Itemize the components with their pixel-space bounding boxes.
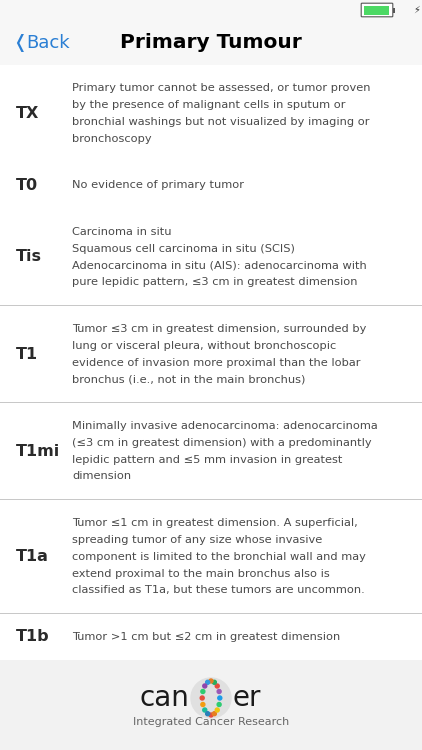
Text: Primary Tumour: Primary Tumour — [120, 33, 302, 52]
Bar — [0, 403, 422, 500]
Circle shape — [212, 712, 216, 716]
Text: can: can — [139, 684, 189, 712]
Text: by the presence of malignant cells in sputum or: by the presence of malignant cells in sp… — [72, 100, 346, 110]
Text: evidence of invasion more proximal than the lobar: evidence of invasion more proximal than … — [72, 358, 360, 368]
Circle shape — [206, 712, 210, 716]
Circle shape — [206, 680, 210, 684]
Bar — [0, 162, 422, 209]
Text: pure lepidic pattern, ≤3 cm in greatest dimension: pure lepidic pattern, ≤3 cm in greatest … — [72, 278, 357, 287]
Text: bronchial washings but not visualized by imaging or: bronchial washings but not visualized by… — [72, 117, 370, 127]
Circle shape — [215, 708, 219, 712]
Text: Squamous cell carcinoma in situ (SCIS): Squamous cell carcinoma in situ (SCIS) — [72, 244, 295, 254]
Text: Tumor ≤1 cm in greatest dimension. A superficial,: Tumor ≤1 cm in greatest dimension. A sup… — [72, 518, 358, 528]
Text: Tis: Tis — [16, 250, 42, 265]
Bar — [0, 614, 422, 660]
Text: Minimally invasive adenocarcinoma: adenocarcinoma: Minimally invasive adenocarcinoma: adeno… — [72, 421, 378, 430]
Text: component is limited to the bronchial wall and may: component is limited to the bronchial wa… — [72, 552, 366, 562]
Text: lung or visceral pleura, without bronchoscopic: lung or visceral pleura, without broncho… — [72, 340, 336, 350]
FancyBboxPatch shape — [361, 3, 393, 16]
Bar — [392, 8, 395, 13]
Circle shape — [212, 680, 216, 684]
Bar — [0, 209, 422, 305]
Text: T1mi: T1mi — [16, 443, 60, 458]
Text: spreading tumor of any size whose invasive: spreading tumor of any size whose invasi… — [72, 535, 322, 544]
Text: Carcinoma in situ: Carcinoma in situ — [72, 226, 171, 236]
Text: T1b: T1b — [16, 629, 50, 644]
Text: Tumor >1 cm but ≤2 cm in greatest dimension: Tumor >1 cm but ≤2 cm in greatest dimens… — [72, 632, 340, 642]
Text: T1: T1 — [16, 346, 38, 362]
Text: extend proximal to the main bronchus also is: extend proximal to the main bronchus als… — [72, 568, 330, 578]
Circle shape — [200, 696, 204, 700]
Circle shape — [203, 708, 207, 712]
Text: ⚡: ⚡ — [414, 5, 420, 15]
Text: Back: Back — [26, 34, 70, 52]
Text: No evidence of primary tumor: No evidence of primary tumor — [72, 180, 244, 190]
Circle shape — [209, 679, 213, 683]
Circle shape — [201, 703, 205, 706]
Circle shape — [191, 678, 231, 718]
Bar — [363, 5, 389, 14]
Circle shape — [203, 684, 207, 688]
Text: Primary tumor cannot be assessed, or tumor proven: Primary tumor cannot be assessed, or tum… — [72, 83, 371, 93]
Text: bronchoscopy: bronchoscopy — [72, 134, 151, 144]
Bar — [0, 0, 422, 20]
Bar — [0, 65, 422, 162]
Circle shape — [215, 684, 219, 688]
Text: TX: TX — [16, 106, 39, 121]
Circle shape — [209, 713, 213, 717]
Text: er: er — [233, 684, 262, 712]
Text: Adenocarcinoma in situ (AIS): adenocarcinoma with: Adenocarcinoma in situ (AIS): adenocarci… — [72, 260, 367, 271]
Bar — [0, 305, 422, 403]
Text: T1a: T1a — [16, 549, 49, 564]
Text: classified as T1a, but these tumors are uncommon.: classified as T1a, but these tumors are … — [72, 586, 365, 596]
Text: Integrated Cancer Research: Integrated Cancer Research — [133, 717, 289, 727]
Text: Tumor ≤3 cm in greatest dimension, surrounded by: Tumor ≤3 cm in greatest dimension, surro… — [72, 324, 366, 334]
Text: T0: T0 — [16, 178, 38, 193]
Text: ❬: ❬ — [12, 34, 27, 52]
Circle shape — [217, 703, 221, 706]
Bar — [0, 500, 422, 613]
Text: (≤3 cm in greatest dimension) with a predominantly: (≤3 cm in greatest dimension) with a pre… — [72, 438, 372, 448]
Bar — [0, 20, 422, 65]
Bar — [0, 660, 422, 750]
Circle shape — [201, 689, 205, 694]
Circle shape — [218, 696, 222, 700]
Circle shape — [217, 689, 221, 694]
Text: dimension: dimension — [72, 472, 131, 482]
Text: lepidic pattern and ≤5 mm invasion in greatest: lepidic pattern and ≤5 mm invasion in gr… — [72, 454, 342, 464]
Text: bronchus (i.e., not in the main bronchus): bronchus (i.e., not in the main bronchus… — [72, 374, 306, 385]
